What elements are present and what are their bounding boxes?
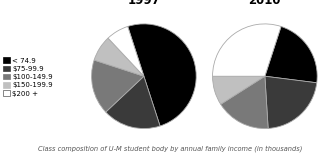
Wedge shape [128,24,196,126]
Text: Class composition of U-M student body by annual family income (in thousands): Class composition of U-M student body by… [38,146,302,152]
Wedge shape [106,76,160,129]
Wedge shape [213,24,281,76]
Wedge shape [213,76,265,104]
Wedge shape [265,76,317,128]
Wedge shape [221,76,268,129]
Title: 1997: 1997 [128,0,160,7]
Wedge shape [108,26,144,76]
Wedge shape [94,38,144,76]
Wedge shape [92,60,144,112]
Wedge shape [265,26,317,83]
Legend: < 74.9, $75-99.9, $100-149.9, $150-199.9, $200 +: < 74.9, $75-99.9, $100-149.9, $150-199.9… [4,57,53,97]
Title: 2010: 2010 [249,0,281,7]
